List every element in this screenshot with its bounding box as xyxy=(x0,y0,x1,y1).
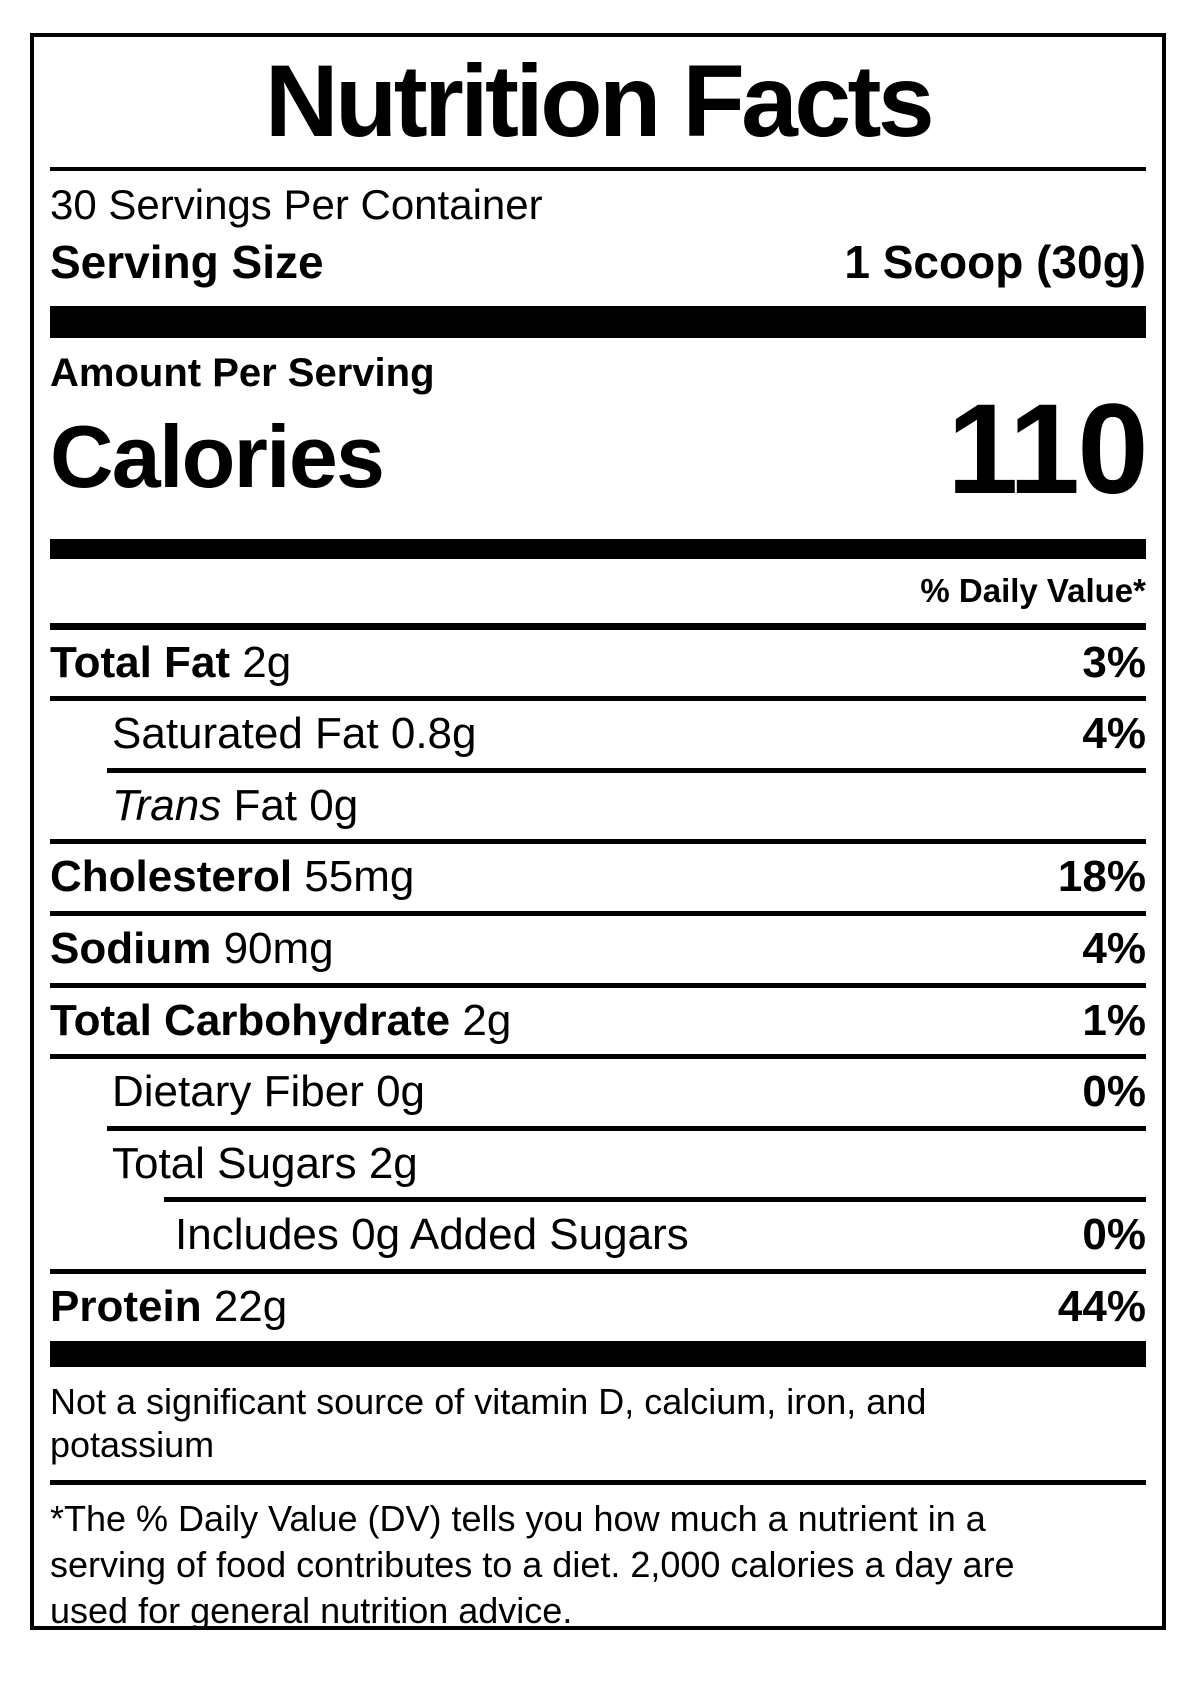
nutrient-row-sodium: Sodium 90mg 4% xyxy=(50,916,1146,983)
footnote-line-3: used for general nutrition advice. xyxy=(50,1589,573,1630)
nutrient-row-saturated-fat: Saturated Fat 0.8g 4% xyxy=(50,701,1146,768)
nutrient-row-added-sugars: Includes 0g Added Sugars 0% xyxy=(50,1202,1146,1269)
nutrient-dv: 44% xyxy=(1057,1281,1146,1331)
nutrient-amount: 0g xyxy=(376,1067,426,1117)
thick-bar-bottom xyxy=(50,1340,1146,1367)
rule-below-total-sugars xyxy=(164,1197,1146,1203)
calories-value: 110 xyxy=(947,377,1148,521)
footnote-text: *The % Daily Value (DV) tells you how mu… xyxy=(50,1496,1146,1630)
footnote-line-2: serving of food contributes to a diet. 2… xyxy=(50,1544,1015,1586)
nutrient-dv: 4% xyxy=(1082,709,1146,759)
calories-label: Calories xyxy=(50,407,385,506)
nutrient-amount: 55mg xyxy=(304,852,415,902)
rule-above-total-fat xyxy=(50,622,1146,630)
title-divider xyxy=(50,167,1146,172)
amount-per-serving-label: Amount Per Serving xyxy=(50,350,435,395)
nutrient-amount: 22g xyxy=(213,1281,288,1331)
footnote-line-1: *The % Daily Value (DV) tells you how mu… xyxy=(50,1498,986,1540)
nutrient-name: Total Sugars xyxy=(112,1138,357,1188)
rule-below-total-fat xyxy=(50,696,1146,702)
nutrient-amount: 0.8g xyxy=(390,709,477,759)
not-significant-line-2: potassium xyxy=(50,1424,215,1466)
rule-below-trans-fat xyxy=(50,839,1146,845)
rule-above-footnote xyxy=(50,1480,1146,1486)
nutrient-dv: 4% xyxy=(1082,923,1146,973)
not-significant-line-1: Not a significant source of vitamin D, c… xyxy=(50,1380,927,1422)
nutrient-name-italic: Trans xyxy=(112,780,222,830)
nutrient-amount: 2g xyxy=(462,995,512,1045)
nutrient-dv: 18% xyxy=(1057,852,1146,902)
nutrient-name: Dietary Fiber xyxy=(112,1067,364,1117)
servings-per-container: 30 Servings Per Container xyxy=(50,181,543,229)
nutrient-dv: 0% xyxy=(1082,1067,1146,1117)
nutrient-dv: 1% xyxy=(1082,995,1146,1045)
calories-row: Calories 110 xyxy=(50,377,1149,521)
serving-size-row: Serving Size 1 Scoop (30g) xyxy=(50,235,1146,290)
nutrient-amount: 90mg xyxy=(223,923,334,973)
thick-bar-calories xyxy=(50,539,1146,559)
nutrition-facts-title: Nutrition Facts xyxy=(264,44,935,158)
nutrient-name: Total Fat xyxy=(50,637,231,687)
not-significant-text: Not a significant source of vitamin D, c… xyxy=(50,1380,1146,1468)
nutrient-row-protein: Protein 22g 44% xyxy=(50,1274,1146,1341)
nutrient-amount: 2g xyxy=(242,637,292,687)
nutrient-row-dietary-fiber: Dietary Fiber 0g 0% xyxy=(50,1059,1146,1126)
nutrient-row-total-sugars: Total Sugars 2g xyxy=(50,1131,1146,1198)
nutrient-name: Fat xyxy=(233,780,298,830)
nutrient-name: Total Carbohydrate xyxy=(50,995,451,1045)
nutrient-name: Sodium xyxy=(50,923,212,973)
nutrient-amount: 2g xyxy=(368,1138,418,1188)
rule-below-added-sugars xyxy=(50,1268,1146,1274)
rule-below-cholesterol xyxy=(50,910,1146,916)
nutrient-name: Includes 0g Added Sugars xyxy=(175,1210,689,1260)
nutrient-amount: 0g xyxy=(309,780,359,830)
rule-below-sodium xyxy=(50,982,1146,988)
thick-bar-top xyxy=(50,305,1146,338)
daily-value-header: % Daily Value* xyxy=(920,572,1146,609)
nutrient-row-total-fat: Total Fat 2g 3% xyxy=(50,630,1146,697)
nutrient-row-cholesterol: Cholesterol 55mg 18% xyxy=(50,844,1146,911)
rule-below-saturated-fat xyxy=(107,767,1146,773)
rule-below-dietary-fiber xyxy=(107,1125,1146,1131)
nutrition-facts-label: Nutrition Facts 30 Servings Per Containe… xyxy=(30,33,1166,1630)
nutrient-row-trans-fat: Trans Fat 0g xyxy=(50,773,1146,840)
nutrient-row-total-carbohydrate: Total Carbohydrate 2g 1% xyxy=(50,988,1146,1055)
nutrient-dv: 3% xyxy=(1082,637,1146,687)
nutrient-name: Saturated Fat xyxy=(112,709,379,759)
nutrient-name: Cholesterol xyxy=(50,852,293,902)
serving-size-label: Serving Size xyxy=(50,236,324,289)
nutrient-name: Protein xyxy=(50,1281,202,1331)
serving-size-value: 1 Scoop (30g) xyxy=(844,236,1146,289)
nutrient-dv: 0% xyxy=(1082,1210,1146,1260)
rule-below-total-carbohydrate xyxy=(50,1054,1146,1060)
